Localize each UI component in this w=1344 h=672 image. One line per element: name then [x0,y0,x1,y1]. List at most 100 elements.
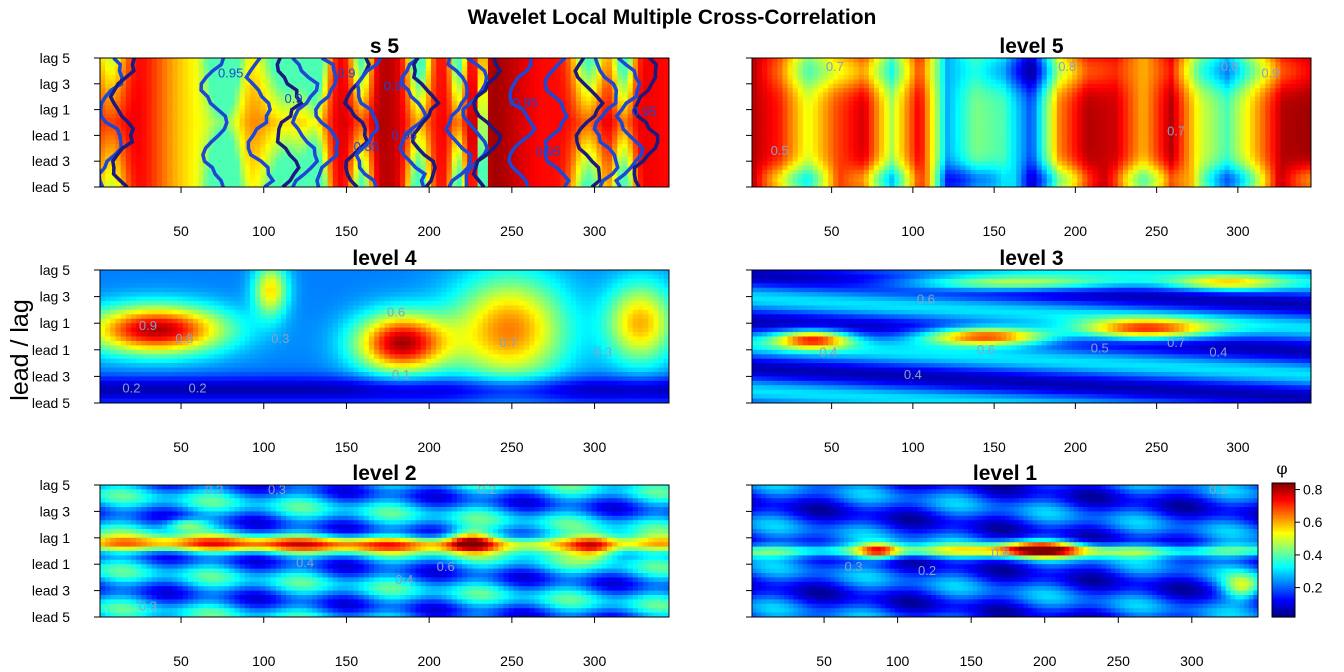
heatmap-cell [940,113,946,119]
x-tick-label: 100 [252,223,276,239]
heatmap-cell [508,70,515,76]
heatmap-cell [1011,148,1017,154]
heatmap-cell [374,88,380,93]
heatmap-cell [353,131,360,136]
heatmap-cell [389,139,396,145]
heatmap-cell [374,156,380,162]
heatmap-cell [255,109,261,115]
heatmap-cell [265,96,272,102]
heatmap-cell [643,75,649,81]
heatmap-cell [389,66,396,72]
heatmap-cell [286,131,292,136]
heatmap-cell [622,165,629,171]
heatmap-cell [762,126,768,132]
heatmap-cell [762,178,768,184]
heatmap-cell [570,165,577,171]
heatmap-cell [348,118,355,124]
heatmap-cell [838,88,845,93]
heatmap-cell [818,101,824,106]
heatmap-cell [807,75,814,81]
heatmap-cell [782,161,789,167]
heatmap-cell [363,101,370,106]
heatmap-cell [265,75,272,81]
heatmap-cell [493,79,499,85]
heatmap-cell [358,178,365,184]
heatmap-cell [601,83,608,89]
heatmap-cell [498,92,505,98]
heatmap-cell [823,109,829,115]
heatmap-cell [658,135,665,141]
heatmap-cell [182,62,189,68]
contour-line [411,58,441,187]
heatmap-cell [120,101,127,106]
heatmap-cell [120,70,127,76]
heatmap-cell [358,156,365,162]
heatmap-cell [167,144,174,149]
heatmap-cell [172,75,179,81]
heatmap-cell [487,88,494,93]
heatmap-cell [348,79,355,85]
heatmap-cell [136,135,142,141]
heatmap-cell [100,174,106,179]
heatmap-cell [534,144,541,149]
heatmap-cell [384,109,391,115]
heatmap-cell [990,139,997,145]
heatmap-cell [451,75,458,81]
heatmap-cell [581,152,587,158]
heatmap-cell [823,169,829,175]
heatmap-cell [777,105,784,111]
heatmap-cell [879,88,885,93]
heatmap-cell [172,83,179,89]
heatmap-cell [797,96,804,102]
heatmap-cell [343,174,349,179]
heatmap-cell [762,165,768,171]
heatmap-cell [596,75,603,81]
heatmap-cell [493,118,499,124]
heatmap-cell [431,135,437,141]
heatmap-cell [960,156,967,162]
heatmap-cell [270,75,277,81]
heatmap-cell [146,58,153,63]
heatmap-cell [879,118,885,124]
heatmap-cell [467,182,474,187]
heatmap-cell [508,174,515,179]
heatmap-cell [1011,96,1017,102]
contour-label: 0.95 [632,104,657,119]
heatmap-cell [772,58,779,63]
heatmap-cell [115,113,122,119]
heatmap-cell [167,75,174,81]
heatmap-cell [792,66,799,72]
heatmap-cell [275,169,282,175]
heatmap-cell [156,105,163,111]
heatmap-cell [425,58,432,63]
heatmap-cell [265,88,272,93]
heatmap-cell [503,174,510,179]
heatmap-cell [462,66,468,72]
heatmap-cell [965,66,972,72]
heatmap-cell [924,144,931,149]
heatmap-cell [581,126,587,132]
heatmap-cell [995,161,1002,167]
heatmap-cell [534,122,541,128]
heatmap-cell [177,105,184,111]
heatmap-cell [141,156,148,162]
heatmap-cell [156,66,163,72]
heatmap-cell [498,165,505,171]
heatmap-cell [327,105,334,111]
heatmap-cell [560,182,567,187]
heatmap-cell [146,174,153,179]
heatmap-cell [863,118,870,124]
heatmap-cell [105,83,111,89]
heatmap-cell [818,156,824,162]
heatmap-cell [348,182,355,187]
heatmap-cell [653,88,660,93]
heatmap-cell [591,165,598,171]
heatmap-cell [879,169,885,175]
heatmap-cell [358,126,365,132]
heatmap-cell [843,169,850,175]
heatmap-cell [151,156,158,162]
heatmap-cell [955,79,961,85]
heatmap-cell [648,109,655,115]
heatmap-cell [653,109,660,115]
heatmap-cell [332,174,339,179]
